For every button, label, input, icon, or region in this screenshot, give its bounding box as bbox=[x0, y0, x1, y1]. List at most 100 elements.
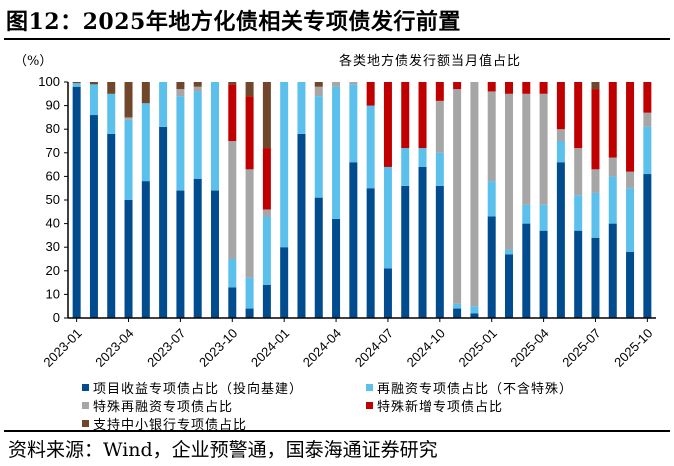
bar-segment-2-2023-11 bbox=[245, 169, 254, 278]
bar-segment-2-2023-12 bbox=[262, 209, 271, 217]
bar-segment-0-2024-06 bbox=[366, 188, 375, 318]
bar-segment-4-2023-01 bbox=[72, 82, 81, 84]
bar-segment-0-2024-03 bbox=[314, 197, 323, 318]
bar-segment-3-2025-07 bbox=[591, 89, 600, 170]
bar-segment-0-2024-05 bbox=[349, 162, 358, 318]
bar-segment-1-2023-07 bbox=[176, 96, 185, 191]
bar-segment-1-2023-05 bbox=[141, 103, 150, 182]
bar-segment-1-2025-09 bbox=[626, 188, 635, 252]
bar-segment-3-2024-07 bbox=[383, 82, 392, 167]
bar-segment-1-2025-02 bbox=[505, 249, 513, 255]
bar-segment-0-2024-09 bbox=[418, 166, 427, 318]
bar-segment-3-2024-10 bbox=[435, 82, 444, 101]
bar-segment-3-2024-11 bbox=[453, 82, 462, 90]
bar-segment-1-2024-06 bbox=[366, 105, 375, 189]
bar-segment-4-2023-04 bbox=[124, 82, 133, 118]
bar-segment-0-2025-06 bbox=[574, 230, 583, 318]
y-tick-label: 40 bbox=[46, 216, 60, 231]
y-tick-label: 10 bbox=[46, 286, 60, 301]
bar-segment-4-2024-03 bbox=[314, 82, 323, 87]
bar-segment-3-2024-08 bbox=[401, 82, 410, 149]
bar-segment-0-2024-08 bbox=[401, 185, 410, 318]
legend-swatch bbox=[366, 384, 373, 391]
title-divider bbox=[4, 38, 670, 40]
legend-item-special-new: 特殊新增专项债占比 bbox=[366, 396, 503, 415]
legend-label: 特殊再融资专项债占比 bbox=[93, 400, 234, 415]
x-tick-label: 2024-10 bbox=[404, 326, 448, 370]
x-tick-label: 2023-07 bbox=[144, 326, 188, 370]
bar-segment-0-2024-11 bbox=[453, 308, 462, 318]
y-axis-unit: （%） bbox=[14, 54, 53, 69]
bar-segment-3-2024-06 bbox=[366, 82, 375, 106]
bar-segment-1-2023-10 bbox=[228, 259, 237, 288]
bar-segment-1-2023-06 bbox=[159, 82, 168, 127]
bar-segment-2-2024-10 bbox=[435, 100, 444, 153]
bar-segment-2-2025-08 bbox=[608, 157, 617, 177]
bar-segment-0-2024-12 bbox=[470, 313, 479, 318]
bar-segment-0-2023-06 bbox=[159, 126, 168, 318]
bar-segment-3-2025-01 bbox=[487, 82, 496, 92]
bar-segment-0-2024-02 bbox=[297, 133, 306, 318]
bar-segment-0-2023-07 bbox=[176, 190, 185, 318]
legend-item-special-refinance: 特殊再融资专项债占比 bbox=[82, 396, 233, 415]
bar-segment-1-2024-02 bbox=[297, 82, 306, 134]
bar-segment-3-2025-08 bbox=[608, 82, 617, 158]
bar-segment-1-2023-12 bbox=[262, 216, 271, 285]
bar-segment-0-2023-11 bbox=[245, 308, 254, 318]
bar-segment-1-2024-05 bbox=[349, 84, 358, 163]
bar-segment-3-2023-10 bbox=[228, 84, 237, 141]
bar-segment-2-2025-10 bbox=[643, 112, 652, 127]
bar-segment-0-2023-03 bbox=[107, 133, 116, 318]
bar-segment-0-2023-02 bbox=[89, 115, 98, 318]
bar-segment-3-2025-03 bbox=[522, 82, 531, 94]
bar-segment-1-2024-10 bbox=[435, 152, 444, 186]
bar-segment-2-2024-05 bbox=[349, 82, 358, 85]
bar-segment-1-2023-04 bbox=[124, 119, 133, 200]
bar-segment-4-2023-11 bbox=[245, 82, 254, 97]
bar-segment-0-2023-12 bbox=[262, 284, 271, 318]
figure-title: 图12：2025年地方化债相关专项债发行前置 bbox=[6, 9, 461, 35]
bar-segment-3-2025-10 bbox=[643, 82, 652, 113]
bar-segment-3-2023-12 bbox=[262, 148, 271, 210]
source-divider bbox=[4, 430, 670, 432]
bar-segment-4-2023-07 bbox=[176, 82, 185, 90]
bar-segment-2-2025-04 bbox=[539, 93, 548, 205]
legend-label: 支持中小银行专项债占比 bbox=[93, 418, 248, 433]
bar-segment-1-2025-06 bbox=[574, 195, 583, 231]
legend-label: 项目收益专项债占比（投向基建） bbox=[93, 382, 304, 397]
bar-segment-1-2025-04 bbox=[539, 204, 548, 231]
bar-segment-1-2024-04 bbox=[332, 86, 341, 219]
x-tick-label: 2025-04 bbox=[507, 326, 551, 370]
bar-segment-4-2025-07 bbox=[591, 82, 600, 90]
bar-segment-3-2025-02 bbox=[505, 82, 513, 94]
legend-swatch bbox=[82, 420, 89, 427]
bar-segment-0-2025-05 bbox=[556, 162, 565, 318]
bar-segment-2-2025-01 bbox=[487, 91, 496, 182]
bar-segment-4-2023-08 bbox=[193, 82, 202, 87]
bar-segment-1-2023-02 bbox=[89, 84, 98, 116]
bar-segment-4-2023-03 bbox=[107, 82, 116, 94]
bar-segment-3-2025-05 bbox=[556, 82, 565, 130]
bar-segment-4-2023-05 bbox=[141, 82, 150, 104]
bar-segment-0-2025-08 bbox=[608, 223, 617, 318]
bar-segment-2-2025-05 bbox=[556, 129, 565, 141]
bar-segment-1-2025-07 bbox=[591, 192, 600, 238]
bar-segment-0-2023-10 bbox=[228, 287, 237, 318]
x-tick-label: 2025-07 bbox=[559, 326, 603, 370]
bar-segment-0-2023-05 bbox=[141, 181, 150, 318]
bar-segment-1-2024-11 bbox=[453, 303, 462, 309]
bar-segment-0-2025-04 bbox=[539, 230, 548, 318]
bar-segment-2-2023-08 bbox=[193, 86, 202, 92]
bar-segment-1-2023-08 bbox=[193, 91, 202, 179]
bar-segment-4-2023-12 bbox=[262, 82, 271, 149]
bar-segment-3-2024-09 bbox=[418, 82, 427, 149]
bar-segment-1-2024-01 bbox=[280, 82, 289, 248]
x-tick-label: 2024-01 bbox=[248, 326, 292, 370]
y-tick-label: 50 bbox=[46, 192, 60, 207]
bar-segment-2-2025-09 bbox=[626, 171, 635, 189]
legend-swatch bbox=[366, 402, 373, 409]
legend-item-refinance: 再融资专项债占比（不含特殊） bbox=[366, 378, 573, 397]
bar-segment-1-2023-03 bbox=[107, 93, 116, 134]
